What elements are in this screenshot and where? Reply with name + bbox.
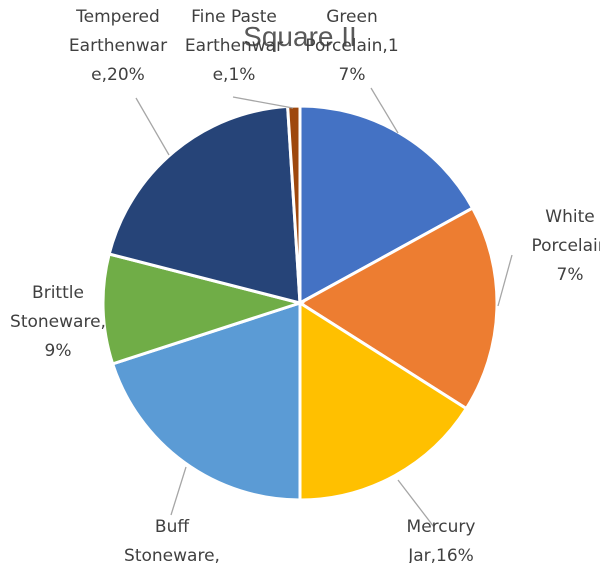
leader-line-tempered-earthenware xyxy=(135,97,170,156)
data-label-buff-stoneware: Buff Stoneware, xyxy=(124,517,220,563)
pie-slice-buff-stoneware xyxy=(110,300,302,502)
leader-line-green-porcelain xyxy=(370,87,399,134)
pie-slice-brittle-stoneware xyxy=(101,252,306,366)
data-label-green-porcelain: Green Porcelain,1 7% xyxy=(305,7,398,85)
pie-slices xyxy=(101,104,499,502)
data-label-fine-paste-earthenware: Fine Paste Earthenwar e,1% xyxy=(185,7,283,85)
pie-slice-mercury-jar xyxy=(298,300,469,502)
data-label-tempered-earthenware: Tempered Earthenwar e,20% xyxy=(69,7,167,85)
leader-line-mercury-jar xyxy=(397,479,435,528)
leader-line-fine-paste-earthenware xyxy=(232,96,294,109)
data-label-mercury-jar: Mercury Jar,16% xyxy=(407,517,476,563)
chart-title: Square II xyxy=(243,21,357,52)
pie-slice-white-porcelain xyxy=(297,206,499,411)
pie-slice-green-porcelain xyxy=(298,104,475,306)
data-label-brittle-stoneware: Brittle Stoneware, 9% xyxy=(10,283,106,361)
leader-lines xyxy=(135,87,513,528)
leader-line-buff-stoneware xyxy=(170,466,187,516)
pie-slice-tempered-earthenware xyxy=(107,104,302,305)
data-label-white-porcelain: WhitePorcelain7% xyxy=(531,207,600,285)
leader-line-white-porcelain xyxy=(497,254,513,307)
